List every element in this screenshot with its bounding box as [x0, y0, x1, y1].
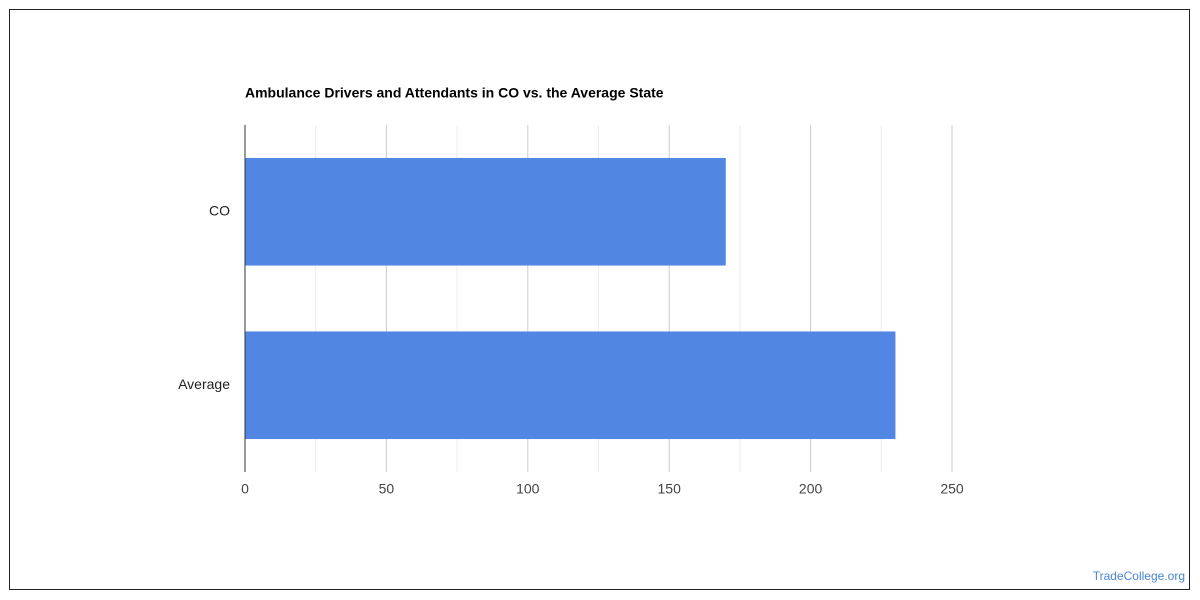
- chart-title: Ambulance Drivers and Attendants in CO v…: [245, 85, 664, 101]
- x-tick-label: 250: [940, 481, 964, 497]
- x-tick-label: 0: [241, 481, 249, 497]
- bar: [245, 157, 726, 266]
- y-tick-label: CO: [209, 202, 230, 218]
- x-tick-label: 200: [799, 481, 823, 497]
- x-tick-label: 100: [516, 481, 540, 497]
- source-link[interactable]: TradeCollege.org: [1093, 569, 1185, 583]
- frame: [9, 9, 1190, 590]
- x-tick-label: 150: [658, 481, 682, 497]
- bar: [245, 331, 896, 440]
- x-tick-label: 50: [379, 481, 395, 497]
- y-tick-label: Average: [178, 376, 230, 392]
